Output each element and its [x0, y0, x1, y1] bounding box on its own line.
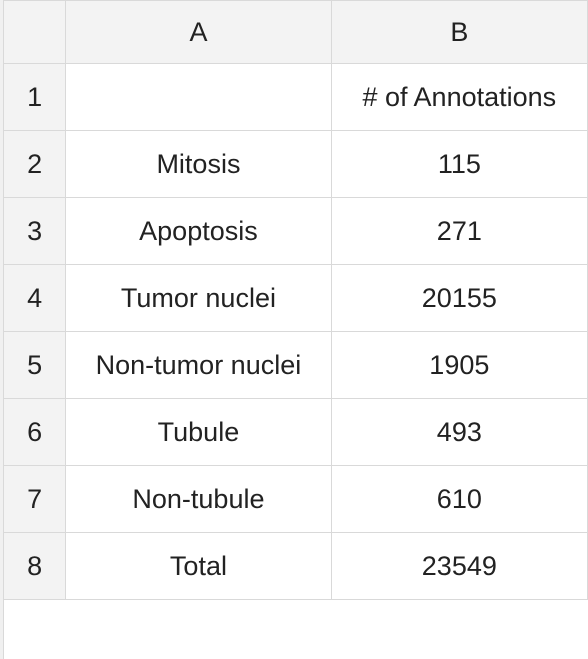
row-header[interactable]: 5 [2, 331, 67, 399]
cell-a5[interactable]: Non-tumor nuclei [65, 331, 332, 399]
row-header[interactable]: 7 [2, 465, 67, 533]
column-header-b[interactable]: B [330, 0, 588, 64]
table-row: 8 Total 23549 [2, 532, 588, 600]
cell-b8[interactable]: 23549 [330, 532, 588, 600]
cell-b2[interactable]: 115 [330, 130, 588, 198]
spreadsheet-grid: A B 1 # of Annotations 2 Mitosis 115 3 A… [2, 0, 588, 600]
cell-b6[interactable]: 493 [330, 398, 588, 466]
cell-b7[interactable]: 610 [330, 465, 588, 533]
table-row: 5 Non-tumor nuclei 1905 [2, 331, 588, 399]
row-header[interactable]: 2 [2, 130, 67, 198]
column-header-row: A B [2, 0, 588, 64]
select-all-corner[interactable] [2, 0, 67, 64]
cell-a4[interactable]: Tumor nuclei [65, 264, 332, 332]
cell-a7[interactable]: Non-tubule [65, 465, 332, 533]
cell-b3[interactable]: 271 [330, 197, 588, 265]
cell-b4[interactable]: 20155 [330, 264, 588, 332]
cell-a1[interactable] [65, 63, 332, 131]
cell-a3[interactable]: Apoptosis [65, 197, 332, 265]
row-header[interactable]: 1 [2, 63, 67, 131]
row-header[interactable]: 4 [2, 264, 67, 332]
cell-a2[interactable]: Mitosis [65, 130, 332, 198]
table-row: 3 Apoptosis 271 [2, 197, 588, 265]
table-row: 7 Non-tubule 610 [2, 465, 588, 533]
row-header[interactable]: 6 [2, 398, 67, 466]
table-row: 4 Tumor nuclei 20155 [2, 264, 588, 332]
table-row: 1 # of Annotations [2, 63, 588, 131]
cell-b5[interactable]: 1905 [330, 331, 588, 399]
cell-a6[interactable]: Tubule [65, 398, 332, 466]
cell-b1[interactable]: # of Annotations [330, 63, 588, 131]
cell-a8[interactable]: Total [65, 532, 332, 600]
table-row: 2 Mitosis 115 [2, 130, 588, 198]
row-header[interactable]: 3 [2, 197, 67, 265]
row-header[interactable]: 8 [2, 532, 67, 600]
column-header-a[interactable]: A [65, 0, 332, 64]
table-row: 6 Tubule 493 [2, 398, 588, 466]
